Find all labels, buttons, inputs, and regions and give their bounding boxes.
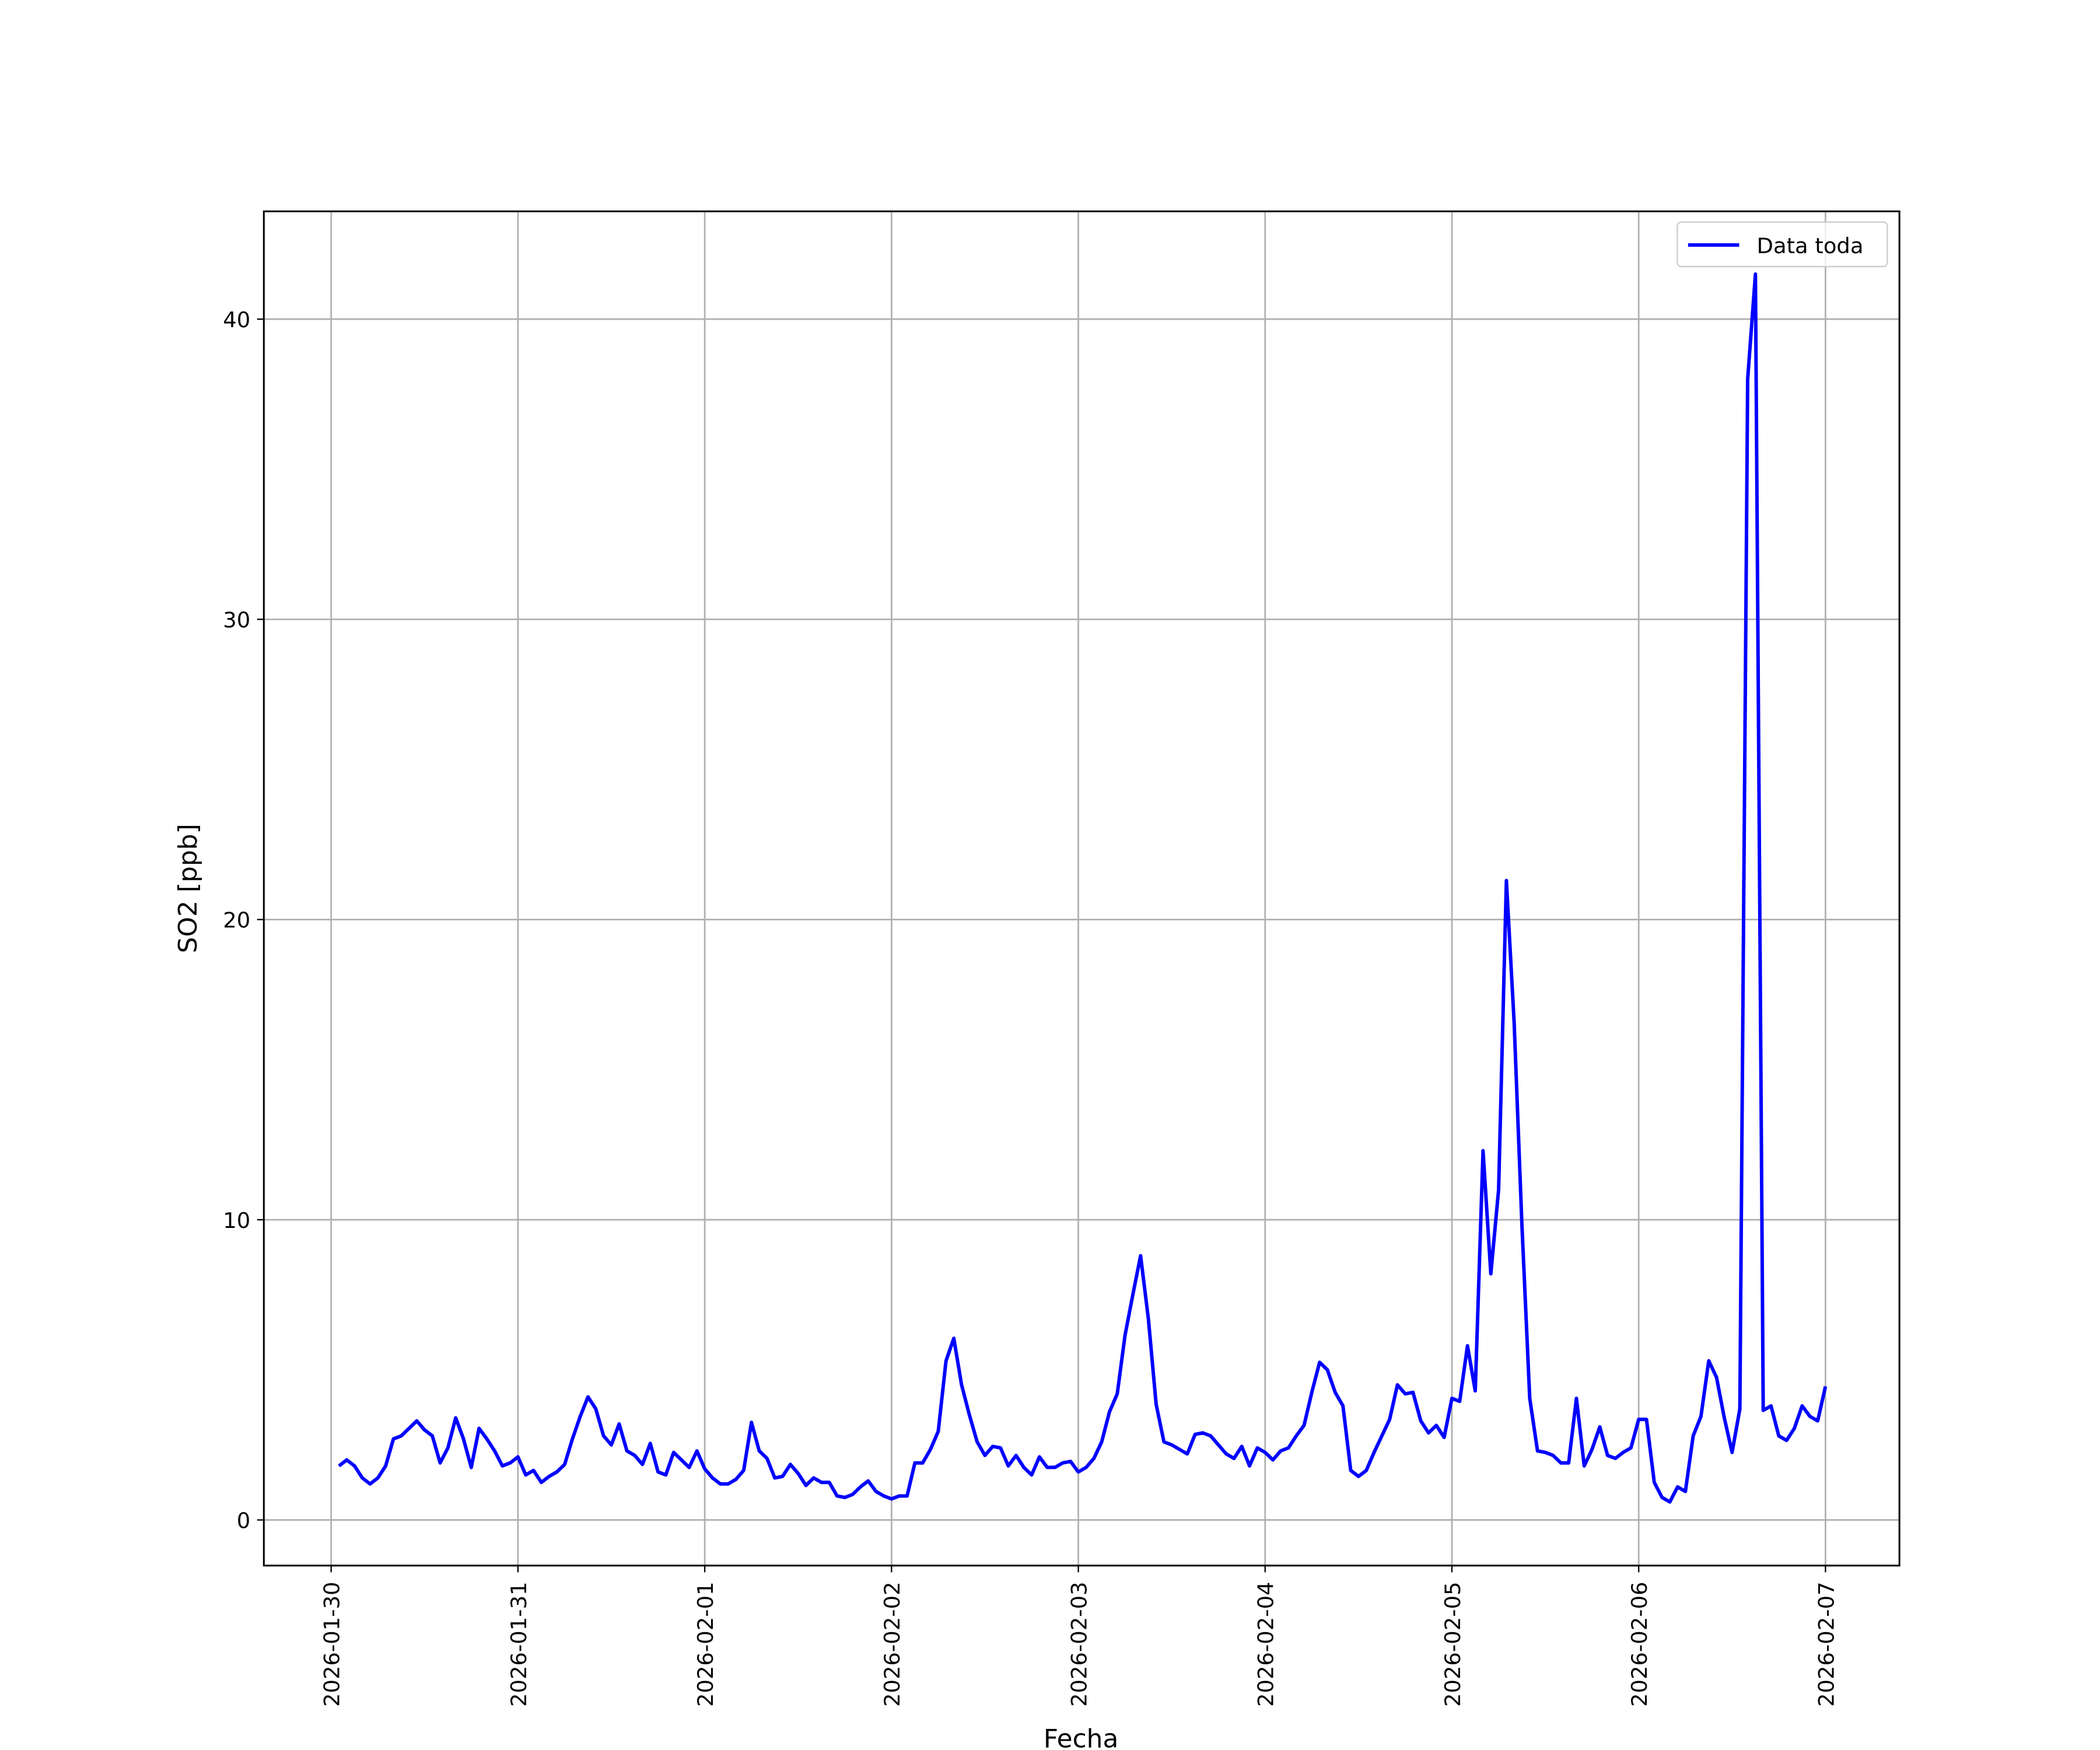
y-tick-label: 30 [223,608,250,633]
legend-box [1676,221,1888,268]
x-tick-label: 2026-01-31 [506,1582,531,1707]
plot-frame [262,210,1901,1567]
data-line [338,272,1828,1504]
x-tick-label: 2026-02-01 [693,1582,718,1707]
legend-label: Data toda [1757,233,1864,258]
y-tick-label: 0 [237,1508,250,1533]
legend: Data toda [1676,221,1888,268]
x-tick-label: 2026-02-07 [1814,1582,1839,1707]
x-axis-label: Fecha [1044,1724,1119,1750]
x-tick-label: 2026-02-05 [1440,1582,1465,1707]
x-tick-label: 2026-02-02 [880,1582,905,1707]
x-tick-label: 2026-02-06 [1627,1582,1652,1707]
y-tick-label: 40 [223,307,250,332]
y-tick-label: 10 [223,1208,250,1233]
x-tick-label: 2026-01-30 [320,1582,345,1707]
y-tick-label: 20 [223,908,250,933]
y-axis-label: SO2 [ppb] [173,824,203,953]
x-tick-label: 2026-02-03 [1066,1582,1091,1707]
x-tick-label: 2026-02-04 [1254,1582,1279,1707]
